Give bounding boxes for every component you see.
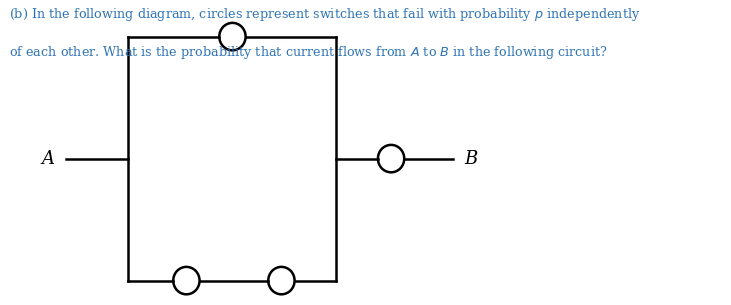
Text: of each other. What is the probability that current flows from $A$ to $B$ in the: of each other. What is the probability t… xyxy=(9,44,607,61)
Text: B: B xyxy=(464,149,477,168)
Text: A: A xyxy=(42,149,55,168)
Text: (b) In the following diagram, circles represent switches that fail with probabil: (b) In the following diagram, circles re… xyxy=(9,6,640,23)
